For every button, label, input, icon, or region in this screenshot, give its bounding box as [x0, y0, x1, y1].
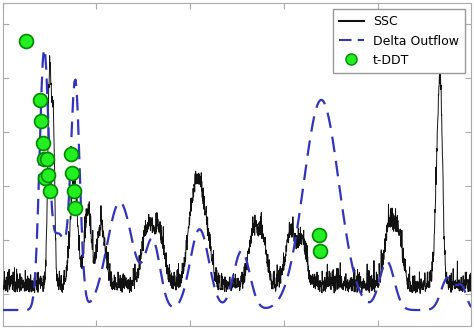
Legend: SSC, Delta Outflow, t-DDT: SSC, Delta Outflow, t-DDT [333, 9, 465, 73]
Point [45, 173, 52, 178]
Point [44, 157, 51, 162]
Point [315, 232, 323, 237]
Point [70, 189, 78, 194]
Point [37, 119, 45, 124]
Point [68, 170, 76, 175]
Point [36, 97, 44, 102]
Point [41, 175, 49, 181]
Point [67, 151, 74, 156]
Point [39, 140, 46, 145]
Point [317, 248, 324, 253]
Point [22, 38, 30, 43]
Point [72, 205, 79, 210]
Point [46, 189, 54, 194]
Point [40, 157, 47, 162]
